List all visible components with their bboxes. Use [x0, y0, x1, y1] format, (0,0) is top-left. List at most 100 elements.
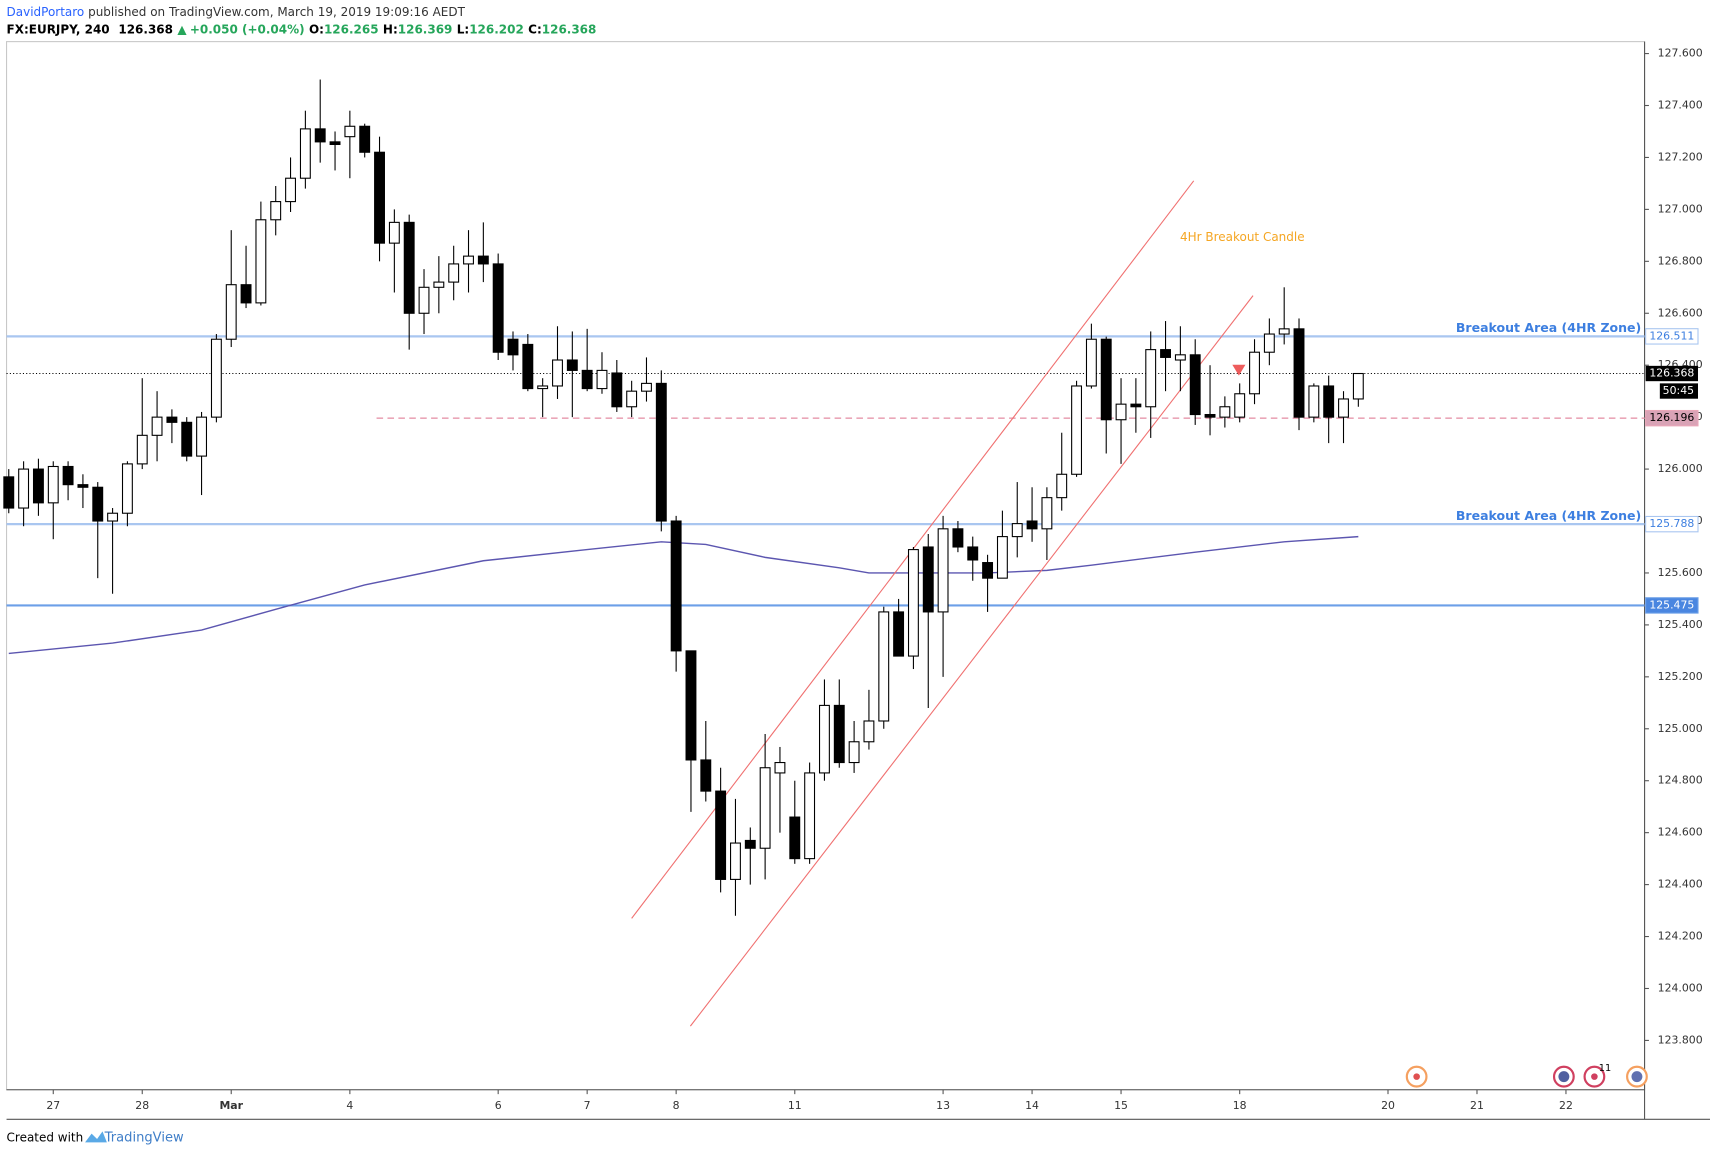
candle-body: [744, 839, 756, 849]
x-tick-label: 13: [936, 1099, 950, 1112]
candle-body: [1130, 403, 1142, 408]
x-tick-label: 15: [1114, 1099, 1128, 1112]
published: published on TradingView.com, March 19, …: [84, 5, 465, 19]
footer-brand[interactable]: TradingView: [104, 1130, 184, 1145]
candle-body: [314, 128, 326, 143]
candle-body: [611, 372, 623, 408]
candle-body: [774, 761, 786, 774]
candle-body: [1100, 338, 1112, 421]
candle-body: [1263, 333, 1275, 353]
y-tick-label: 125.400: [1658, 618, 1703, 631]
countdown-tag: [1659, 383, 1699, 399]
y-tick-label: 123.800: [1658, 1033, 1703, 1046]
header-line: DavidPortaro published on TradingView.co…: [7, 5, 466, 19]
candle-body: [1189, 354, 1201, 416]
x-tick-label: 22: [1559, 1099, 1573, 1112]
y-tick-label: 125.600: [1658, 566, 1703, 579]
candle-body: [240, 284, 252, 304]
last-price-label: 126.368: [1649, 366, 1694, 379]
y-tick-label: 125.200: [1658, 670, 1703, 683]
channel-line: [689, 295, 1254, 1027]
candle-body: [922, 546, 934, 613]
x-tick-label: 20: [1381, 1099, 1395, 1112]
y-tick-label: 127.600: [1658, 47, 1703, 60]
candle-body: [359, 125, 371, 153]
candle-body: [1352, 372, 1364, 400]
candle-body: [759, 767, 771, 849]
candle-body: [1219, 406, 1231, 418]
x-tick-label: Mar: [219, 1099, 243, 1112]
level-label: Breakout Area (4HR Zone): [1456, 508, 1641, 523]
ohlc-label: O:: [309, 22, 324, 36]
x-tick-label: 4: [346, 1099, 353, 1112]
y-tick-label: 124.400: [1658, 878, 1703, 891]
price-tag-label: 125.788: [1649, 517, 1694, 530]
level-label: Breakout Area (4HR Zone): [1456, 320, 1641, 335]
countdown: 50:45: [1663, 384, 1694, 397]
price-tag: [1645, 409, 1699, 427]
y-tick-label: 127.200: [1658, 150, 1703, 163]
footer-created: Created with: [7, 1130, 84, 1144]
candle-body: [1071, 385, 1083, 475]
candle-body: [907, 549, 919, 657]
candle-body: [1115, 403, 1127, 421]
price-tag-label: 126.196: [1649, 411, 1694, 424]
candle-body: [32, 468, 44, 504]
x-tick-label: 6: [495, 1099, 502, 1112]
symbol: FX:EURJPY, 240: [7, 22, 110, 36]
x-tick-label: 7: [584, 1099, 591, 1112]
event-badge: 11: [1599, 1063, 1611, 1074]
footer-logo: [85, 1131, 107, 1143]
y-tick-label: 125.000: [1658, 722, 1703, 735]
candle-body: [1056, 473, 1068, 499]
candle-body: [463, 255, 474, 265]
x-tick-label: 8: [673, 1099, 680, 1112]
x-tick-label: 11: [788, 1099, 802, 1112]
candle-body: [47, 465, 59, 504]
y-tick-label: 126.800: [1658, 254, 1703, 267]
x-tick-label: 14: [1025, 1099, 1039, 1112]
candle-body: [1085, 338, 1097, 387]
candle-body: [685, 650, 697, 761]
candle-body: [285, 177, 296, 203]
candle-body: [374, 151, 385, 244]
candle-body: [893, 611, 905, 657]
candle-body: [92, 486, 104, 522]
event-icon-dot: [1631, 1071, 1643, 1083]
annotation: 4Hr Breakout Candle: [1180, 230, 1305, 244]
y-tick-label: 127.000: [1658, 202, 1703, 215]
candle-body: [255, 219, 267, 304]
candle-body: [507, 338, 519, 356]
moving-average: [8, 535, 1359, 655]
candle-body: [878, 611, 890, 722]
candle-body: [121, 463, 133, 514]
candle-body: [937, 528, 949, 613]
candle-body: [730, 842, 741, 880]
candle-body: [344, 125, 356, 138]
last-price-tag: [1645, 365, 1699, 382]
up-arrow: ▲: [177, 22, 187, 36]
candle-body: [1338, 398, 1349, 418]
price-tag: [1645, 328, 1699, 345]
candle-body: [492, 263, 504, 353]
event-icon-dot: [1558, 1071, 1570, 1083]
candle-body: [833, 704, 845, 764]
candle-body: [1234, 393, 1246, 418]
candle-body: [566, 359, 578, 371]
candle-body: [136, 434, 148, 465]
candle-body: [418, 286, 430, 314]
candle-body: [1293, 328, 1305, 418]
candle-body: [299, 128, 311, 179]
ohlc-value: 126.202: [469, 22, 524, 36]
candle-body: [626, 390, 638, 408]
candle-body: [107, 512, 119, 522]
price: 126.368: [118, 22, 173, 36]
candle-body: [655, 382, 667, 522]
ohlc-label: C:: [528, 22, 542, 36]
candle-body: [700, 759, 712, 792]
x-tick-label: 28: [135, 1099, 149, 1112]
event-icon-dot: [1413, 1073, 1420, 1080]
price-tag-label: 126.511: [1649, 329, 1694, 342]
